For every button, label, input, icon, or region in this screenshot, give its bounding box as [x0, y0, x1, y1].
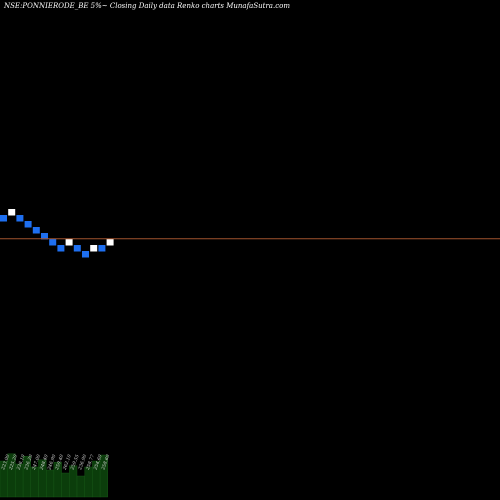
volume-bar: [30, 466, 39, 498]
price-label: 223.00: [0, 454, 11, 472]
price-label: 236.90: [77, 454, 88, 472]
renko-brick: [41, 233, 48, 240]
price-label: 258.60: [100, 454, 111, 472]
volume-bar: [99, 454, 108, 498]
renko-bricks: [0, 209, 114, 258]
volume-bar: [84, 466, 93, 498]
renko-brick: [49, 239, 57, 246]
volume-bar: [46, 469, 55, 498]
renko-brick: [32, 227, 40, 234]
renko-brick: [16, 215, 24, 222]
renko-brick: [8, 209, 16, 216]
volume-bar: [76, 475, 85, 498]
price-label: 236.10: [15, 454, 26, 472]
price-label: 258.77: [85, 454, 96, 472]
price-label: 246.90: [46, 454, 57, 472]
renko-brick: [98, 245, 106, 252]
renko-brick: [65, 239, 73, 246]
price-label: 248.40: [38, 454, 49, 472]
volume-area: [0, 453, 108, 498]
price-label: 259.55: [69, 454, 80, 472]
volume-bar: [61, 472, 70, 498]
price-label: 236.20: [23, 454, 34, 472]
price-label: 262.10: [61, 454, 72, 472]
renko-brick: [73, 245, 81, 252]
renko-brick: [0, 215, 7, 222]
price-label: 247.00: [31, 454, 42, 472]
renko-brick: [82, 251, 89, 258]
price-label: 254.60: [92, 454, 103, 472]
renko-brick: [90, 245, 98, 252]
price-label: 225.20: [8, 454, 19, 472]
price-labels: 223.00225.20236.10236.20247.00248.40246.…: [0, 454, 111, 472]
renko-brick: [57, 245, 65, 252]
renko-brick: [24, 221, 32, 228]
chart-title: NSE:PONNIERODE_BE 5%~ Closing Daily data…: [4, 2, 290, 10]
renko-brick: [106, 239, 114, 246]
price-label: 259.40: [54, 454, 65, 472]
